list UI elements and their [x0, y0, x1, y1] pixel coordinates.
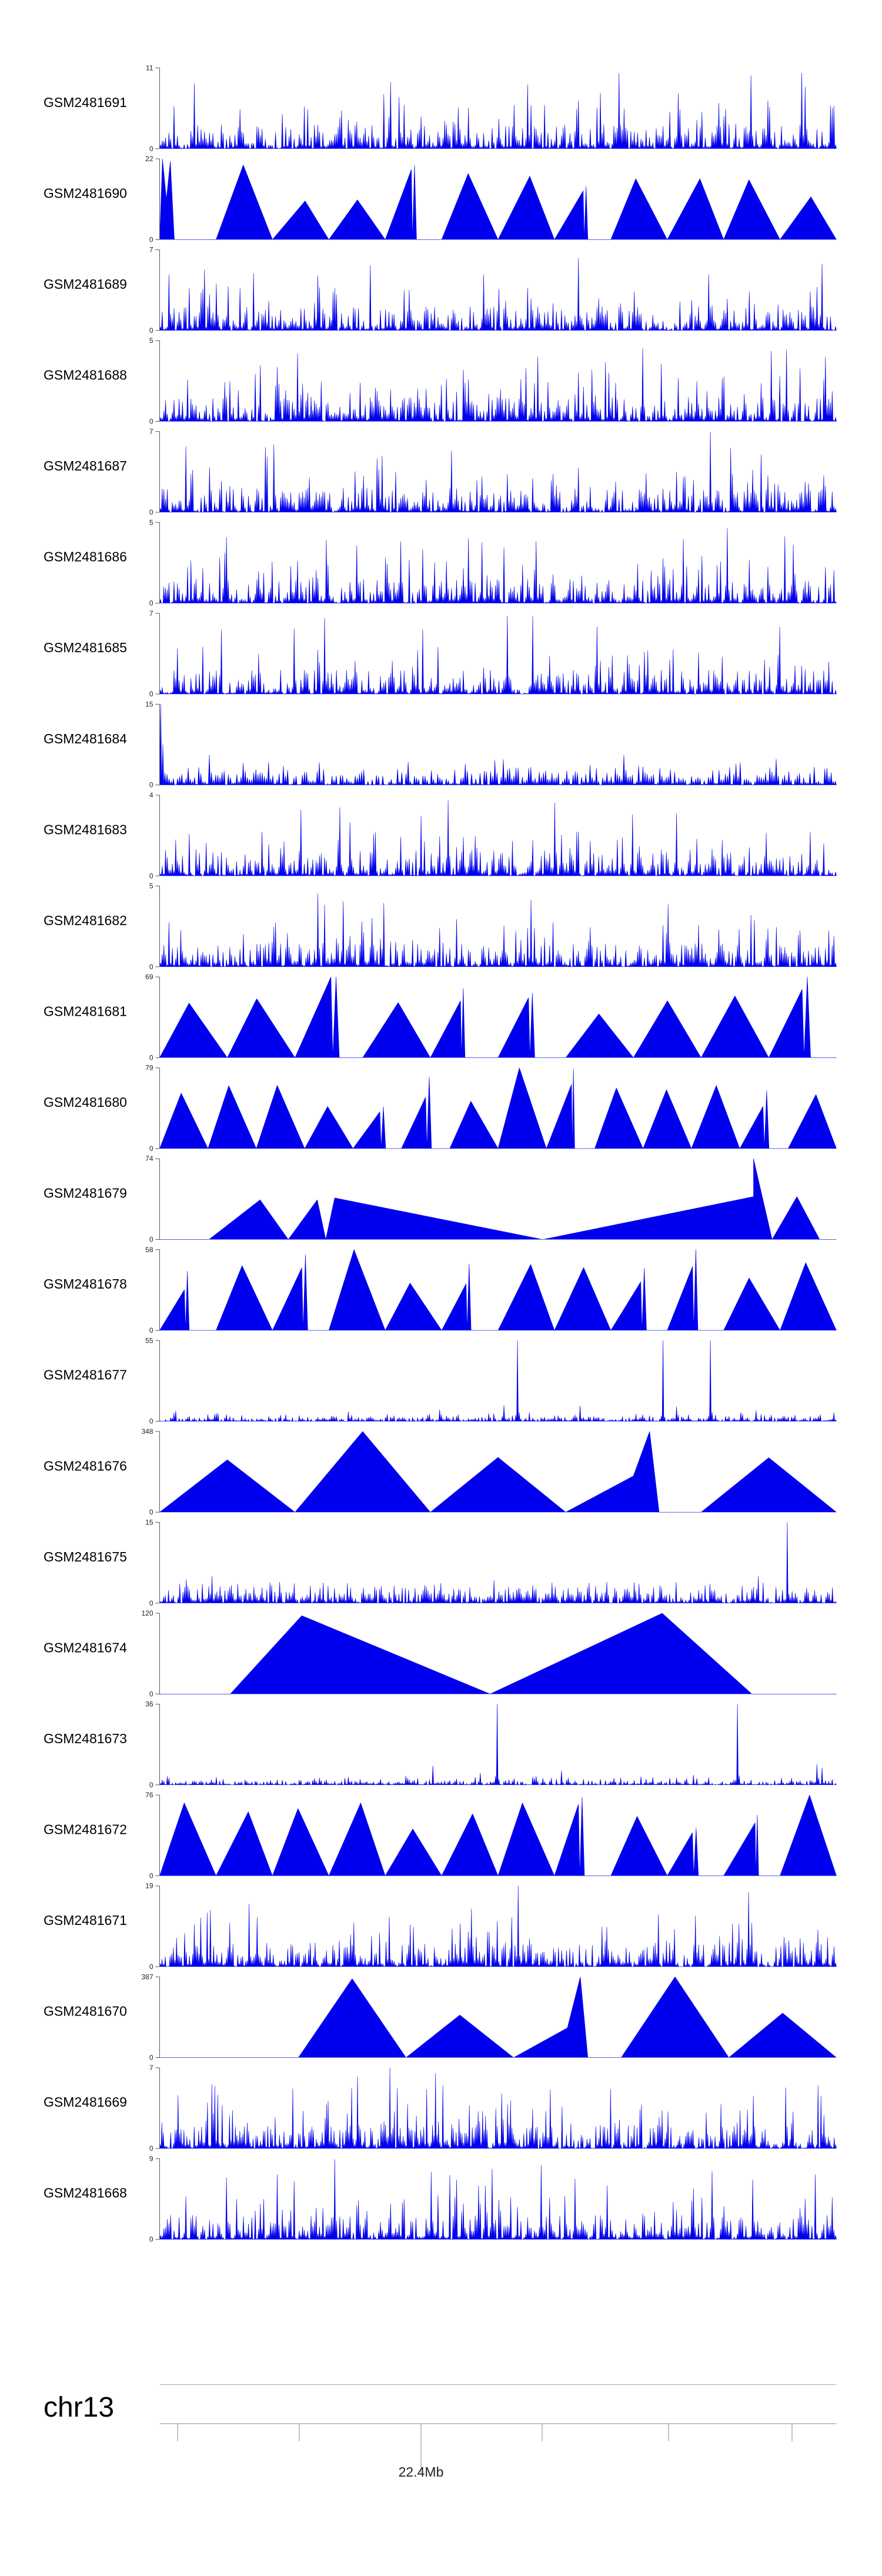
svg-text:0: 0: [149, 326, 153, 335]
svg-text:36: 36: [145, 1700, 153, 1709]
svg-text:chr13: chr13: [44, 2392, 114, 2423]
svg-text:76: 76: [145, 1791, 153, 1799]
svg-text:GSM2481675: GSM2481675: [44, 1549, 127, 1564]
svg-text:GSM2481689: GSM2481689: [44, 276, 127, 292]
svg-text:GSM2481690: GSM2481690: [44, 185, 127, 201]
svg-text:55: 55: [145, 1336, 153, 1344]
svg-text:0: 0: [149, 1599, 153, 1607]
svg-text:348: 348: [141, 1427, 153, 1436]
svg-text:GSM2481668: GSM2481668: [44, 2185, 127, 2201]
svg-text:0: 0: [149, 1326, 153, 1334]
svg-text:GSM2481670: GSM2481670: [44, 2004, 127, 2019]
svg-text:0: 0: [149, 417, 153, 425]
svg-text:0: 0: [149, 1690, 153, 1698]
svg-text:15: 15: [145, 700, 153, 708]
svg-text:0: 0: [149, 1781, 153, 1789]
svg-text:0: 0: [149, 1053, 153, 1062]
svg-text:9: 9: [149, 2154, 153, 2163]
svg-text:0: 0: [149, 1144, 153, 1153]
svg-text:GSM2481671: GSM2481671: [44, 1913, 127, 1928]
svg-text:58: 58: [145, 1246, 153, 1254]
svg-text:0: 0: [149, 1871, 153, 1880]
svg-text:79: 79: [145, 1064, 153, 1072]
svg-text:22.4Mb: 22.4Mb: [399, 2464, 444, 2480]
svg-text:387: 387: [141, 1973, 153, 1981]
svg-text:0: 0: [149, 1963, 153, 1971]
svg-text:120: 120: [141, 1609, 153, 1617]
svg-text:11: 11: [146, 64, 153, 72]
svg-text:0: 0: [149, 2054, 153, 2062]
svg-text:GSM2481688: GSM2481688: [44, 368, 127, 383]
svg-text:GSM2481681: GSM2481681: [44, 1003, 127, 1019]
svg-text:GSM2481669: GSM2481669: [44, 2094, 127, 2110]
svg-text:0: 0: [149, 872, 153, 880]
svg-text:0: 0: [149, 1236, 153, 1244]
svg-text:22: 22: [145, 155, 153, 163]
svg-text:69: 69: [145, 973, 153, 981]
svg-text:0: 0: [149, 145, 153, 153]
svg-text:74: 74: [145, 1154, 153, 1163]
svg-text:4: 4: [149, 791, 153, 799]
svg-text:0: 0: [149, 1417, 153, 1426]
svg-text:19: 19: [145, 1882, 153, 1890]
svg-text:0: 0: [149, 2144, 153, 2153]
svg-text:GSM2481677: GSM2481677: [44, 1367, 127, 1383]
svg-text:7: 7: [149, 246, 153, 254]
svg-text:GSM2481673: GSM2481673: [44, 1731, 127, 1746]
svg-text:GSM2481672: GSM2481672: [44, 1821, 127, 1837]
svg-text:GSM2481691: GSM2481691: [44, 95, 127, 110]
svg-text:5: 5: [149, 336, 153, 345]
svg-text:GSM2481679: GSM2481679: [44, 1186, 127, 1201]
svg-text:GSM2481683: GSM2481683: [44, 822, 127, 837]
svg-text:GSM2481678: GSM2481678: [44, 1276, 127, 1292]
svg-text:0: 0: [149, 963, 153, 971]
svg-text:GSM2481680: GSM2481680: [44, 1095, 127, 1110]
svg-text:0: 0: [149, 508, 153, 516]
svg-text:7: 7: [149, 428, 153, 436]
svg-text:GSM2481674: GSM2481674: [44, 1640, 127, 1655]
svg-text:7: 7: [149, 2064, 153, 2072]
svg-text:GSM2481684: GSM2481684: [44, 731, 127, 746]
svg-text:GSM2481686: GSM2481686: [44, 549, 127, 565]
svg-text:0: 0: [149, 1508, 153, 1516]
svg-text:GSM2481682: GSM2481682: [44, 913, 127, 928]
svg-text:0: 0: [149, 599, 153, 608]
svg-text:15: 15: [145, 1518, 153, 1526]
svg-text:GSM2481676: GSM2481676: [44, 1458, 127, 1473]
svg-text:GSM2481685: GSM2481685: [44, 640, 127, 655]
svg-text:7: 7: [149, 609, 153, 618]
svg-text:0: 0: [149, 235, 153, 243]
svg-text:GSM2481687: GSM2481687: [44, 458, 127, 473]
svg-text:5: 5: [149, 882, 153, 890]
svg-text:5: 5: [149, 518, 153, 526]
svg-text:0: 0: [149, 690, 153, 698]
svg-text:0: 0: [149, 781, 153, 789]
svg-text:0: 0: [149, 2235, 153, 2244]
